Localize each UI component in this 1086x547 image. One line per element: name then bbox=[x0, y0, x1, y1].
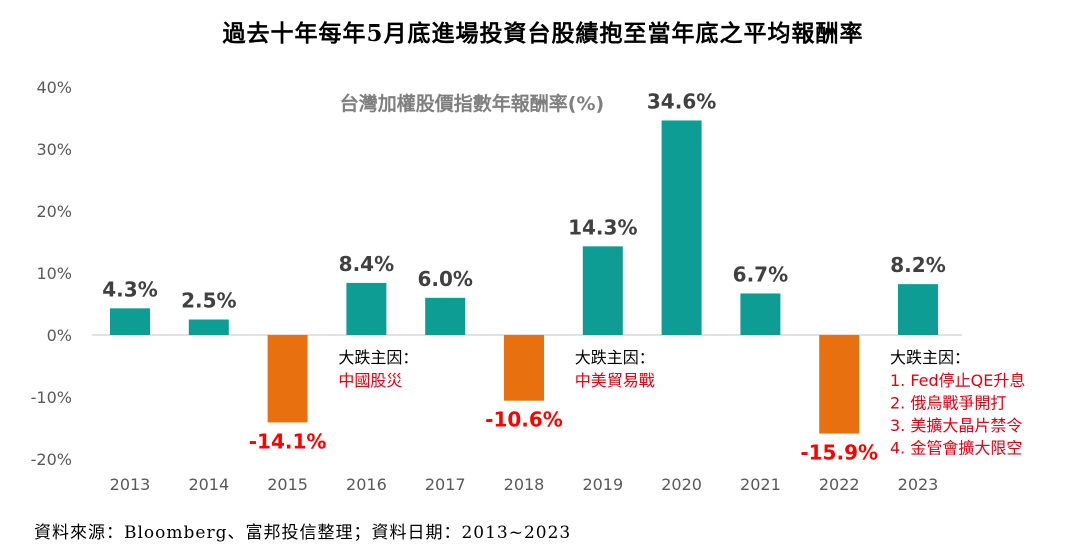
x-tick-label: 2016 bbox=[346, 475, 387, 494]
bar-2019 bbox=[582, 246, 623, 335]
chart-subtitle: 台灣加權股價指數年報酬率(%) bbox=[340, 92, 604, 115]
bar-2022 bbox=[819, 335, 860, 434]
x-axis-ticks: 2013 2014 2015 2016 2017 2018 2019 2020 2021 2022… bbox=[110, 475, 939, 494]
y-tick-label: 40% bbox=[36, 78, 72, 97]
x-tick-label: 2023 bbox=[898, 475, 939, 494]
data-label-2017: 6.0% bbox=[417, 267, 472, 291]
data-label-2021: 6.7% bbox=[733, 262, 788, 286]
bars-group bbox=[110, 120, 938, 434]
bar-2013 bbox=[110, 308, 150, 335]
annotation-heading: 大跌主因： bbox=[575, 348, 655, 367]
data-label-2018: -10.6% bbox=[485, 408, 563, 432]
bar-2023 bbox=[898, 284, 938, 335]
y-tick-label: 10% bbox=[36, 264, 72, 283]
annotation-reason: 3. 美擴大晶片禁令 bbox=[890, 416, 1022, 435]
data-label-2016: 8.4% bbox=[339, 252, 394, 276]
bar-2018 bbox=[504, 335, 544, 401]
annotation-reason: 1. Fed停止QE升息 bbox=[890, 371, 1025, 390]
annotations-group: 大跌主因： 中國股災 大跌主因： 中美貿易戰 大跌主因： 1. Fed停止QE升息 2. 俄… bbox=[338, 348, 1025, 458]
annotation-reason: 4. 金管會擴大限空 bbox=[890, 439, 1022, 458]
x-tick-label: 2017 bbox=[425, 475, 466, 494]
x-tick-label: 2019 bbox=[582, 475, 623, 494]
bar-2020 bbox=[661, 120, 702, 335]
x-tick-label: 2018 bbox=[504, 475, 545, 494]
x-tick-label: 2013 bbox=[110, 475, 151, 494]
x-tick-label: 2020 bbox=[661, 475, 702, 494]
bar-2014 bbox=[188, 319, 229, 335]
source-footnote: 資料來源：Bloomberg、富邦投信整理；資料日期：2013~2023 bbox=[34, 523, 572, 543]
annotation-reason: 中國股災 bbox=[338, 371, 402, 390]
bar-2015 bbox=[267, 335, 308, 423]
data-label-2022: -15.9% bbox=[800, 441, 878, 465]
data-label-2015: -14.1% bbox=[249, 429, 327, 453]
x-tick-label: 2021 bbox=[740, 475, 781, 494]
x-tick-label: 2014 bbox=[188, 475, 229, 494]
bar-2017 bbox=[425, 297, 466, 335]
y-tick-label: 0% bbox=[47, 326, 72, 345]
y-tick-label: 30% bbox=[36, 140, 72, 159]
y-axis-ticks: 40% 30% 20% 10% 0% -10% -20% bbox=[31, 78, 72, 469]
data-label-2013: 4.3% bbox=[102, 277, 157, 301]
annotation-reason: 中美貿易戰 bbox=[575, 371, 655, 390]
data-label-2014: 2.5% bbox=[181, 289, 236, 313]
annotation-reason: 2. 俄烏戰爭開打 bbox=[890, 394, 1006, 413]
annotation-heading: 大跌主因： bbox=[338, 348, 418, 367]
data-label-2019: 14.3% bbox=[568, 215, 637, 239]
bar-2021 bbox=[740, 293, 781, 335]
y-tick-label: 20% bbox=[36, 202, 72, 221]
x-tick-label: 2015 bbox=[267, 475, 308, 494]
y-tick-label: -10% bbox=[31, 388, 72, 407]
x-tick-label: 2022 bbox=[819, 475, 860, 494]
data-labels-group: 4.3% 2.5% -14.1% 8.4% 6.0% -10.6% 14.3% 34.6% 6.… bbox=[102, 89, 945, 464]
annotation-heading: 大跌主因： bbox=[890, 348, 970, 367]
chart-title: 過去十年每年5月底進場投資台股績抱至當年底之平均報酬率 bbox=[222, 20, 864, 47]
bar-2016 bbox=[346, 282, 387, 335]
data-label-2023: 8.2% bbox=[890, 253, 945, 277]
y-tick-label: -20% bbox=[31, 450, 72, 469]
data-label-2020: 34.6% bbox=[647, 89, 716, 113]
